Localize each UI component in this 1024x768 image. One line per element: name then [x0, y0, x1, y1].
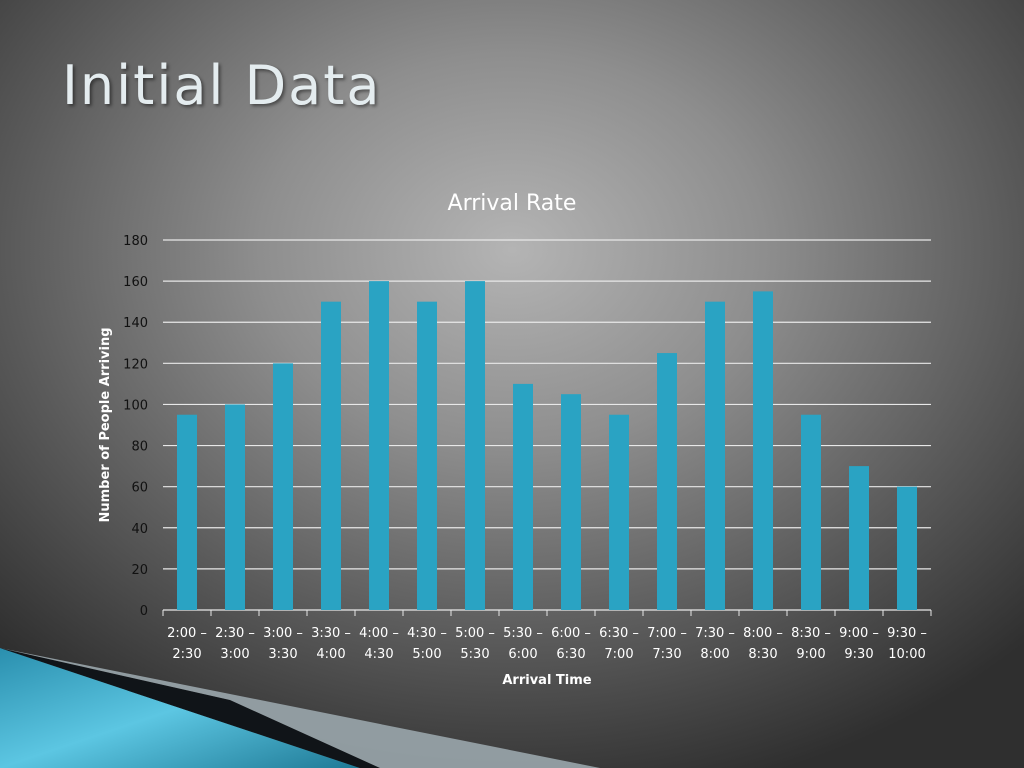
y-axis-label: Number of People Arriving — [98, 327, 113, 522]
x-tick-label: 10:00 — [888, 647, 925, 662]
x-tick-label: 4:00 – — [359, 626, 399, 641]
x-tick-label: 4:00 — [316, 647, 345, 662]
bar — [417, 301, 437, 610]
x-tick-label: 9:30 – — [887, 626, 927, 641]
y-tick-label: 60 — [131, 481, 148, 496]
x-tick-label: 6:00 – — [551, 626, 591, 641]
bar — [753, 291, 773, 610]
y-axis-ticks: 0 20 40 60 80 100 120 140 160 180 — [123, 234, 148, 619]
bar — [849, 466, 869, 610]
x-tick-label: 3:30 — [268, 647, 297, 662]
x-tick-label: 9:00 — [796, 647, 825, 662]
x-tick-label: 4:30 — [364, 647, 393, 662]
y-tick-label: 120 — [123, 357, 148, 372]
bar — [273, 363, 293, 610]
bar — [897, 486, 917, 610]
bar — [705, 301, 725, 610]
x-tick-label: 6:30 — [556, 647, 585, 662]
y-tick-label: 180 — [123, 234, 148, 249]
y-tick-label: 40 — [131, 522, 148, 537]
y-tick-label: 160 — [123, 275, 148, 290]
x-tick-label: 5:00 — [412, 647, 441, 662]
x-tick-label: 7:00 — [604, 647, 633, 662]
x-tick-label: 2:30 – — [215, 626, 255, 641]
bar — [561, 394, 581, 610]
bar — [465, 281, 485, 610]
bars — [177, 281, 917, 610]
bar — [609, 414, 629, 610]
y-tick-label: 20 — [131, 563, 148, 578]
x-tick-label: 9:00 – — [839, 626, 879, 641]
x-tick-label: 6:00 — [508, 647, 537, 662]
bar — [369, 281, 389, 610]
x-tick-label: 2:00 – — [167, 626, 207, 641]
chart-title: Arrival Rate — [448, 191, 577, 216]
x-tick-label: 5:30 — [460, 647, 489, 662]
bar — [321, 301, 341, 610]
x-tick-label: 8:30 — [748, 647, 777, 662]
y-tick-label: 0 — [140, 604, 148, 619]
bar — [513, 383, 533, 610]
x-tick-label: 3:00 — [220, 647, 249, 662]
x-tick-label: 8:30 – — [791, 626, 831, 641]
slide-title: Initial Data — [62, 54, 382, 117]
x-tick-label: 5:30 – — [503, 626, 543, 641]
x-tick-label: 8:00 – — [743, 626, 783, 641]
x-tick-label: 9:30 — [844, 647, 873, 662]
y-tick-label: 140 — [123, 316, 148, 331]
x-tick-label: 8:00 — [700, 647, 729, 662]
x-tick-label: 7:30 — [652, 647, 681, 662]
x-tick-label: 2:30 — [172, 647, 201, 662]
x-tick-label: 7:00 – — [647, 626, 687, 641]
bar — [801, 414, 821, 610]
bar — [177, 414, 197, 610]
x-axis-ticks: 2:00 – 2:30 2:30 – 3:00 3:00 – 3:30 3:30 – 4:00… — [162, 610, 932, 662]
x-tick-label: 3:30 – — [311, 626, 351, 641]
x-tick-label: 3:00 – — [263, 626, 303, 641]
x-tick-label: 6:30 – — [599, 626, 639, 641]
x-tick-label: 7:30 – — [695, 626, 735, 641]
x-tick-label: 4:30 – — [407, 626, 447, 641]
y-tick-label: 100 — [123, 398, 148, 413]
bar — [657, 353, 677, 610]
x-axis-label: Arrival Time — [502, 673, 591, 688]
bar — [225, 404, 245, 610]
y-tick-label: 80 — [131, 440, 148, 455]
x-tick-label: 5:00 – — [455, 626, 495, 641]
